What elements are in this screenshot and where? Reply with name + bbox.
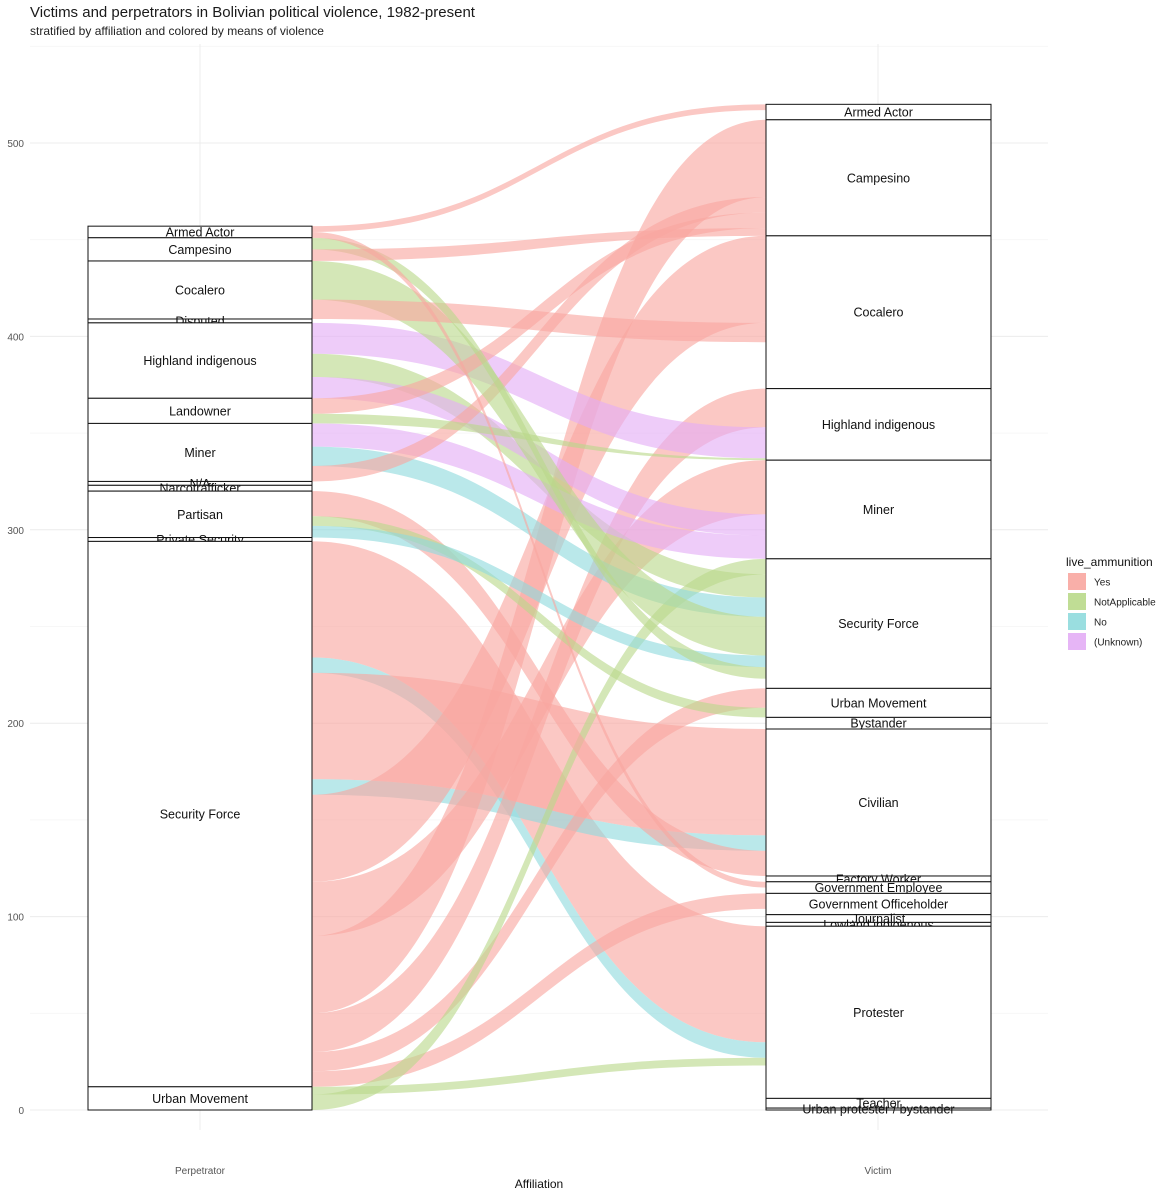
victim-stratum-box — [765, 459, 992, 560]
victim-stratum-label: Cocalero — [853, 306, 903, 320]
victim-stratum-box — [765, 728, 992, 877]
victim-stratum-label: Urban Movement — [831, 696, 927, 710]
victim-stratum-label: Urban protester / bystander — [802, 1103, 954, 1117]
y-tick-label: 100 — [7, 913, 24, 924]
flow-band — [312, 228, 766, 261]
flow-band — [312, 516, 766, 718]
legend-label: NotApplicable — [1094, 598, 1156, 609]
perpetrator-stratum-label: Security Force — [160, 808, 241, 822]
legend-title: live_ammunition — [1066, 555, 1153, 569]
flow-band — [312, 558, 766, 1110]
flow-band — [312, 212, 766, 414]
victim-stratum-label: Miner — [863, 503, 894, 517]
flow-band — [312, 322, 766, 459]
flow-band — [312, 893, 766, 1087]
victim-stratum-label: Bystander — [850, 717, 906, 731]
victim-stratum-label: Protester — [853, 1006, 904, 1020]
perpetrator-stratum-label: Miner — [184, 446, 215, 460]
perpetrator-stratum-label: Partisan — [177, 508, 223, 522]
flow-band — [312, 657, 766, 1058]
perpetrator-stratum-label: Armed Actor — [166, 225, 235, 239]
perpetrator-stratum-box — [87, 540, 313, 1088]
chart-title: Victims and perpetrators in Bolivian pol… — [30, 4, 475, 21]
perpetrator-stratum-label: Landowner — [169, 404, 231, 418]
flow-band — [312, 1057, 766, 1095]
legend-swatch — [1068, 593, 1086, 610]
victim-stratum-label: Armed Actor — [844, 106, 913, 120]
x-tick-perpetrator: Perpetrator — [175, 1166, 226, 1177]
legend-label: (Unknown) — [1094, 638, 1142, 649]
flow-band — [312, 672, 766, 836]
flow-band — [312, 231, 766, 888]
victim-stratum-label: Civilian — [858, 796, 898, 810]
flow-band — [312, 104, 766, 232]
perpetrator-stratum-label: Highland indigenous — [143, 354, 256, 368]
perpetrator-stratum-label: Cocalero — [175, 283, 225, 297]
y-tick-label: 0 — [18, 1106, 24, 1117]
x-axis-title: Affiliation — [515, 1177, 563, 1191]
legend-label: Yes — [1094, 578, 1110, 589]
legend-label: No — [1094, 618, 1107, 629]
legend: live_ammunition Yes NotApplicable No (Unkno… — [1066, 555, 1156, 650]
flow-band — [312, 237, 766, 679]
flow-band — [312, 460, 766, 936]
y-tick-label: 400 — [7, 332, 24, 343]
y-tick-label: 500 — [7, 139, 24, 150]
chart-subtitle: stratified by affiliation and colored by… — [30, 24, 324, 38]
y-tick-label: 300 — [7, 526, 24, 537]
legend-swatch — [1068, 613, 1086, 630]
axis-layer: Perpetrator Victim Affiliation — [175, 1166, 892, 1191]
flow-band — [312, 197, 766, 482]
victim-stratum-box — [765, 388, 992, 461]
victim-stratum-label: Teacher — [856, 1097, 900, 1111]
victim-stratum-box — [765, 235, 992, 390]
x-tick-victim: Victim — [864, 1166, 891, 1177]
victim-stratum-box — [765, 558, 992, 689]
victim-stratum-box — [765, 925, 992, 1099]
perpetrator-stratum-box — [87, 1086, 313, 1111]
perpetrator-stratum-label: Campesino — [168, 243, 231, 257]
perpetrator-stratum-box — [87, 397, 313, 424]
flow-band — [312, 119, 766, 1014]
flow-band — [312, 423, 766, 559]
flow-band — [312, 388, 766, 1052]
perpetrator-stratum-box — [87, 260, 313, 320]
flow-band — [312, 491, 766, 876]
victim-stratum-label: Campesino — [847, 171, 910, 185]
stratum-layer: Armed ActorCampesinoCocaleroDisputedHigh… — [87, 103, 992, 1117]
perpetrator-stratum-box — [87, 490, 313, 539]
victim-stratum-box — [765, 1107, 992, 1111]
perpetrator-stratum-box — [87, 322, 313, 399]
victim-stratum-label: Security Force — [838, 617, 919, 631]
flow-band — [312, 413, 766, 461]
victim-stratum-label: Highland indigenous — [822, 418, 935, 432]
flow-band — [312, 525, 766, 668]
victim-stratum-label: Government Officeholder — [809, 898, 948, 912]
victim-stratum-box — [765, 687, 992, 718]
flow-band — [312, 446, 766, 617]
victim-stratum-label: Government Employee — [815, 881, 943, 895]
perpetrator-stratum-label: Urban Movement — [152, 1092, 248, 1106]
legend-swatch — [1068, 633, 1086, 650]
victim-stratum-box — [765, 119, 992, 237]
y-tick-label: 200 — [7, 719, 24, 730]
legend-swatch — [1068, 573, 1086, 590]
flow-band — [312, 688, 766, 1072]
